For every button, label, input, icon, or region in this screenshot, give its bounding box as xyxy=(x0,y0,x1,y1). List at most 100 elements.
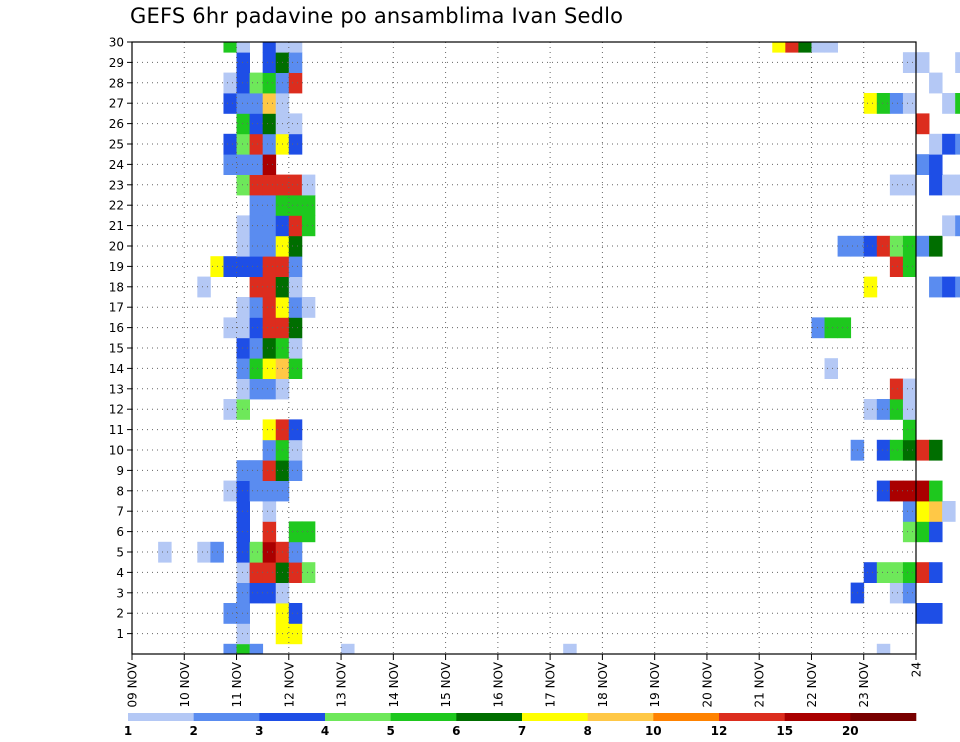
heatmap-cell xyxy=(236,297,250,318)
heatmap-cell xyxy=(902,501,917,522)
heatmap-cell xyxy=(288,623,303,645)
heatmap-cell xyxy=(942,174,956,196)
heatmap-cell xyxy=(249,195,264,216)
y-tick-label: 24 xyxy=(109,158,124,172)
heatmap-cell xyxy=(236,399,250,420)
heatmap-cell xyxy=(249,643,264,655)
heatmap-cell xyxy=(929,521,943,543)
heatmap-cell xyxy=(902,93,917,114)
x-tick-label: 18 NOV xyxy=(596,661,610,707)
x-tick-label: 15 NOV xyxy=(439,661,453,707)
heatmap-cell xyxy=(288,297,303,318)
colorbar-swatch xyxy=(325,713,391,721)
heatmap-cell xyxy=(955,276,960,298)
x-tick-label: 14 NOV xyxy=(387,661,401,707)
y-tick-label: 1 xyxy=(116,627,124,641)
colorbar-label: 5 xyxy=(387,724,395,738)
colorbar: 1 2 3 4 5 6 7 8 10 12 15 20 xyxy=(124,713,917,738)
heatmap-cell xyxy=(942,93,956,114)
heatmap-cell xyxy=(288,439,303,461)
heatmap-cell xyxy=(262,501,277,522)
y-tick-label: 15 xyxy=(109,342,124,356)
y-tick-label: 9 xyxy=(116,464,124,478)
heatmap-cell xyxy=(902,399,917,420)
heatmap-cell xyxy=(249,337,264,359)
heatmap-cell xyxy=(288,317,303,339)
x-tick-label: 12 NOV xyxy=(282,661,296,707)
colorbar-swatch xyxy=(850,713,917,721)
heatmap-cell xyxy=(249,256,264,277)
colorbar-label: 6 xyxy=(452,724,460,738)
heatmap-cell xyxy=(236,623,250,645)
heatmap-cell xyxy=(275,42,290,53)
heatmap-cell xyxy=(889,93,904,114)
heatmap-cell xyxy=(902,521,917,543)
heatmap-cell xyxy=(262,562,277,583)
x-tick-label: 11 NOV xyxy=(230,661,244,707)
heatmap-cell xyxy=(262,541,277,563)
colorbar-swatch xyxy=(259,713,326,721)
heatmap-cell xyxy=(929,439,943,461)
heatmap-cell xyxy=(262,317,277,339)
heatmap-cell xyxy=(876,643,891,655)
heatmap-cell xyxy=(249,154,264,175)
heatmap-cell xyxy=(236,358,250,379)
heatmap-cell xyxy=(942,215,956,237)
y-tick-label: 14 xyxy=(109,362,124,376)
heatmap-cell xyxy=(236,521,250,543)
heatmap-cell xyxy=(288,358,303,379)
heatmap-cell xyxy=(889,256,904,277)
y-tick-label: 11 xyxy=(109,423,124,437)
colorbar-label: 15 xyxy=(776,724,793,738)
heatmap-cell xyxy=(876,480,891,502)
heatmap-cell xyxy=(902,562,917,583)
heatmap-cell xyxy=(876,562,891,583)
heatmap-cell xyxy=(889,235,904,257)
x-tick-label: 22 NOV xyxy=(805,661,819,707)
heatmap-cell xyxy=(916,603,930,624)
y-tick-label: 3 xyxy=(116,586,124,600)
y-tick-label: 7 xyxy=(116,505,124,519)
heatmap-cell xyxy=(236,72,250,94)
heatmap-cell xyxy=(929,480,943,502)
y-tick-label: 13 xyxy=(109,382,124,396)
heatmap-cell xyxy=(262,52,277,73)
heatmap-cell xyxy=(863,399,878,420)
y-tick-label: 5 xyxy=(116,546,124,560)
y-tick-label: 12 xyxy=(109,403,124,417)
heatmap-cell xyxy=(288,52,303,73)
heatmap-cell xyxy=(236,154,250,175)
heatmap-cell xyxy=(876,399,891,420)
heatmap-cell xyxy=(811,317,825,339)
heatmap-cell xyxy=(288,276,303,298)
heatmap-cell xyxy=(288,215,303,237)
heatmap-cell xyxy=(876,439,891,461)
y-tick-label: 23 xyxy=(109,178,124,192)
heatmap-cell xyxy=(863,235,878,257)
heatmap-cell xyxy=(223,256,237,277)
y-tick-label: 22 xyxy=(109,199,124,213)
x-tick-label: 09 NOV xyxy=(126,661,140,707)
heatmap-cell xyxy=(929,603,943,624)
y-tick-label: 6 xyxy=(116,525,124,539)
heatmap-cell xyxy=(929,174,943,196)
heatmap-cell xyxy=(236,643,250,655)
heatmap-cell xyxy=(902,378,917,400)
heatmap-cell xyxy=(236,603,250,624)
y-tick-label: 27 xyxy=(109,97,124,111)
heatmap-cell xyxy=(249,317,264,339)
heatmap-cell xyxy=(288,42,303,53)
heatmap-cell xyxy=(262,460,277,481)
heatmap-cell xyxy=(236,337,250,359)
colorbar-swatch xyxy=(193,713,260,721)
y-tick-label: 8 xyxy=(116,484,124,498)
heatmap-cell xyxy=(223,72,237,94)
heatmap-cell xyxy=(288,460,303,481)
heatmap-cell xyxy=(249,174,264,196)
heatmap-cell xyxy=(929,562,943,583)
heatmap-cell xyxy=(249,358,264,379)
heatmap-cell xyxy=(288,235,303,257)
colorbar-label: 3 xyxy=(255,724,263,738)
heatmap-cell xyxy=(942,501,956,522)
